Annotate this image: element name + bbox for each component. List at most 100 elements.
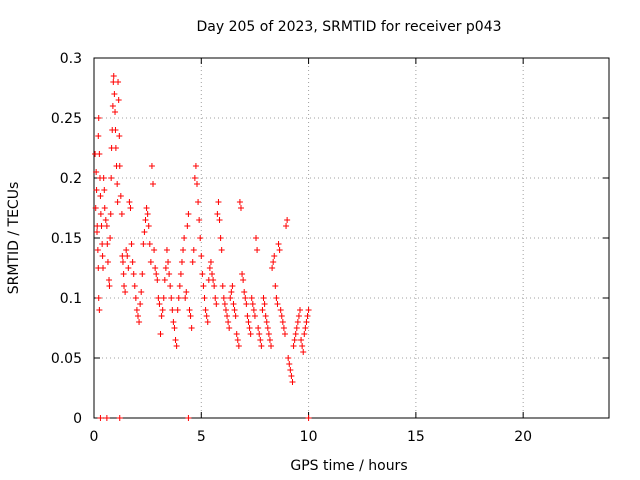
y-tick-label: 0.1	[60, 291, 82, 307]
y-tick-label: 0.05	[51, 351, 82, 367]
data-point	[237, 199, 243, 205]
data-point	[97, 193, 103, 199]
data-point	[131, 271, 137, 277]
data-point	[153, 271, 159, 277]
data-point	[183, 289, 189, 295]
data-point	[300, 349, 306, 355]
data-point	[108, 211, 114, 217]
data-point	[305, 313, 311, 319]
data-point	[115, 79, 121, 85]
data-point	[213, 301, 219, 307]
data-point	[107, 235, 113, 241]
data-point	[170, 319, 176, 325]
data-point	[188, 313, 194, 319]
data-point	[209, 271, 215, 277]
data-point	[236, 343, 242, 349]
data-point	[137, 301, 143, 307]
data-point	[104, 241, 110, 247]
data-point	[166, 271, 172, 277]
data-point	[145, 211, 151, 217]
data-point	[173, 337, 179, 343]
data-point	[185, 211, 191, 217]
data-point	[100, 253, 106, 259]
data-point	[165, 259, 171, 265]
data-point	[160, 307, 166, 313]
data-point	[96, 307, 102, 313]
data-point	[116, 133, 122, 139]
data-point	[247, 325, 253, 331]
data-point	[175, 307, 181, 313]
x-tick-label: 0	[90, 429, 99, 445]
data-point	[263, 313, 269, 319]
data-point	[161, 295, 167, 301]
data-point	[158, 331, 164, 337]
data-point	[205, 319, 211, 325]
data-point	[269, 265, 275, 271]
data-point	[148, 259, 154, 265]
data-point	[99, 223, 105, 229]
data-point	[208, 259, 214, 265]
data-point	[127, 205, 133, 211]
data-point	[264, 319, 270, 325]
data-point	[302, 325, 308, 331]
y-tick-label: 0.25	[51, 111, 82, 127]
data-point	[272, 283, 278, 289]
data-point	[271, 253, 277, 259]
data-point	[122, 289, 128, 295]
data-point	[288, 373, 294, 379]
data-point	[180, 247, 186, 253]
data-point	[296, 313, 302, 319]
data-point	[240, 277, 246, 283]
data-point	[110, 103, 116, 109]
data-point	[256, 331, 262, 337]
data-point	[193, 163, 199, 169]
data-point	[280, 319, 286, 325]
data-point	[178, 271, 184, 277]
data-point	[278, 307, 284, 313]
data-point	[162, 277, 168, 283]
data-point	[241, 289, 247, 295]
data-point	[135, 313, 141, 319]
data-point	[214, 211, 220, 217]
data-point	[285, 355, 291, 361]
data-point	[228, 289, 234, 295]
data-point	[99, 241, 105, 247]
data-point	[207, 265, 213, 271]
data-point	[192, 175, 198, 181]
data-point	[176, 295, 182, 301]
data-point	[233, 313, 239, 319]
chart-title: Day 205 of 2023, SRMTID for receiver p04…	[196, 19, 501, 35]
data-point	[139, 271, 145, 277]
data-point	[210, 277, 216, 283]
data-point	[94, 229, 100, 235]
data-point	[112, 127, 118, 133]
data-point	[268, 343, 274, 349]
data-point	[133, 295, 139, 301]
data-point	[266, 331, 272, 337]
data-point	[141, 229, 147, 235]
data-point	[101, 175, 107, 181]
data-point	[246, 319, 252, 325]
data-point	[284, 217, 290, 223]
data-point	[125, 265, 131, 271]
data-point	[265, 325, 271, 331]
data-point	[143, 217, 149, 223]
data-point	[177, 283, 183, 289]
data-point	[250, 301, 256, 307]
data-point	[274, 301, 280, 307]
data-point	[184, 223, 190, 229]
data-point	[104, 415, 110, 421]
data-point	[140, 241, 146, 247]
data-point	[150, 181, 156, 187]
data-point	[114, 181, 120, 187]
data-point	[146, 223, 152, 229]
data-point	[194, 181, 200, 187]
data-point	[191, 247, 197, 253]
data-point	[154, 277, 160, 283]
data-point	[294, 325, 300, 331]
data-point	[251, 307, 257, 313]
x-tick-label: 10	[300, 429, 318, 445]
data-point	[108, 175, 114, 181]
data-point	[254, 247, 260, 253]
data-point	[123, 247, 129, 253]
